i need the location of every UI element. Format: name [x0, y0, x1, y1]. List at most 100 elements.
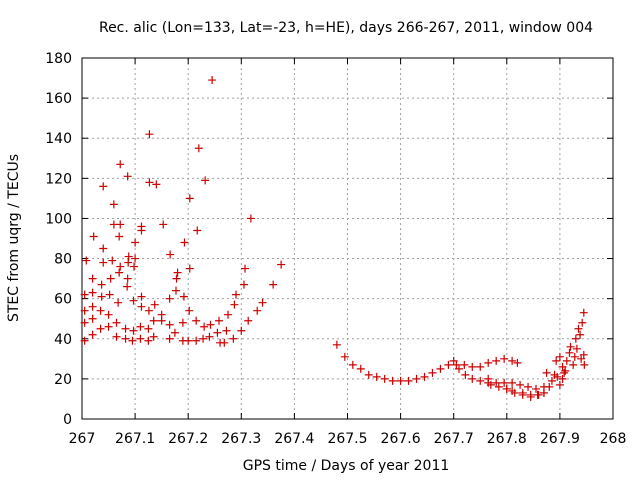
data-point [579, 308, 588, 317]
data-point [180, 238, 189, 247]
data-point [461, 370, 470, 379]
data-point [89, 232, 98, 241]
data-point [123, 274, 132, 283]
data-point [121, 324, 130, 333]
data-point [436, 364, 445, 373]
data-point [545, 382, 554, 391]
data-point [205, 332, 214, 341]
data-point [449, 356, 458, 365]
data-point [179, 292, 188, 301]
y-tick-label: 120 [45, 171, 72, 187]
data-point [159, 220, 168, 229]
data-point [539, 388, 548, 397]
data-point [576, 330, 585, 339]
data-point [80, 318, 89, 327]
data-point [420, 372, 429, 381]
x-tick-label: 267.7 [434, 431, 474, 447]
data-point [152, 180, 161, 189]
x-tick-label: 267.1 [115, 431, 155, 447]
x-tick-label: 267.4 [274, 431, 314, 447]
data-point [178, 318, 187, 327]
x-tick-label: 267.6 [381, 431, 421, 447]
data-point [129, 296, 138, 305]
data-point [99, 258, 108, 267]
data-point [246, 214, 255, 223]
data-point [444, 360, 453, 369]
data-point [468, 362, 477, 371]
data-point [165, 334, 174, 343]
data-point [185, 264, 194, 273]
data-point [99, 244, 108, 253]
data-point [112, 332, 121, 341]
data-point [112, 318, 121, 327]
data-point [149, 332, 158, 341]
data-point [105, 290, 114, 299]
data-point [128, 336, 137, 345]
data-point [145, 178, 154, 187]
data-point [172, 274, 181, 283]
data-point [380, 374, 389, 383]
data-point [104, 310, 113, 319]
data-point [526, 392, 535, 401]
x-tick-label: 267.2 [168, 431, 208, 447]
data-point [579, 350, 588, 359]
data-point [364, 370, 373, 379]
data-point [428, 368, 437, 377]
data-point [97, 280, 106, 289]
data-point [136, 322, 145, 331]
data-point [372, 372, 381, 381]
data-point [121, 334, 130, 343]
data-point [165, 294, 174, 303]
data-point [214, 316, 223, 325]
data-point [106, 274, 115, 283]
data-point [510, 388, 519, 397]
x-tick-label: 267.5 [327, 431, 367, 447]
data-point [237, 326, 246, 335]
data-point [145, 130, 154, 139]
data-point [88, 314, 97, 323]
data-point [486, 380, 495, 389]
data-point [553, 372, 562, 381]
data-point [80, 336, 89, 345]
data-point [571, 334, 580, 343]
data-point [130, 262, 139, 271]
data-point [561, 366, 570, 375]
data-point [144, 336, 153, 345]
x-tick-label: 267.3 [221, 431, 261, 447]
data-point [533, 390, 542, 399]
y-tick-label: 140 [45, 131, 72, 147]
data-point [580, 360, 589, 369]
data-point [230, 300, 239, 309]
x-tick-label: 267 [69, 431, 96, 447]
data-point [241, 264, 250, 273]
data-point [201, 176, 210, 185]
data-point [484, 358, 493, 367]
data-point [555, 380, 564, 389]
data-point [123, 282, 132, 291]
data-point [80, 306, 89, 315]
data-point [96, 324, 105, 333]
data-point [269, 280, 278, 289]
data-point [452, 360, 461, 369]
data-point [88, 330, 97, 339]
data-point [532, 384, 541, 393]
data-point [116, 160, 125, 169]
data-point [99, 182, 108, 191]
data-point [88, 274, 97, 283]
data-point [277, 260, 286, 269]
data-point [115, 268, 124, 277]
data-point [577, 354, 586, 363]
data-point [192, 336, 201, 345]
data-point [206, 320, 215, 329]
data-point [131, 254, 140, 263]
data-point [476, 376, 485, 385]
x-tick-labels: 267 267.1 267.2 267.3 267.4 267.5 267.6 267.7 26… [69, 431, 627, 447]
data-point [170, 328, 179, 337]
data-point [502, 384, 511, 393]
y-tick-label: 180 [45, 51, 72, 67]
data-point [500, 378, 509, 387]
data-point [200, 322, 209, 331]
y-tick-label: 160 [45, 91, 72, 107]
data-point [558, 374, 567, 383]
